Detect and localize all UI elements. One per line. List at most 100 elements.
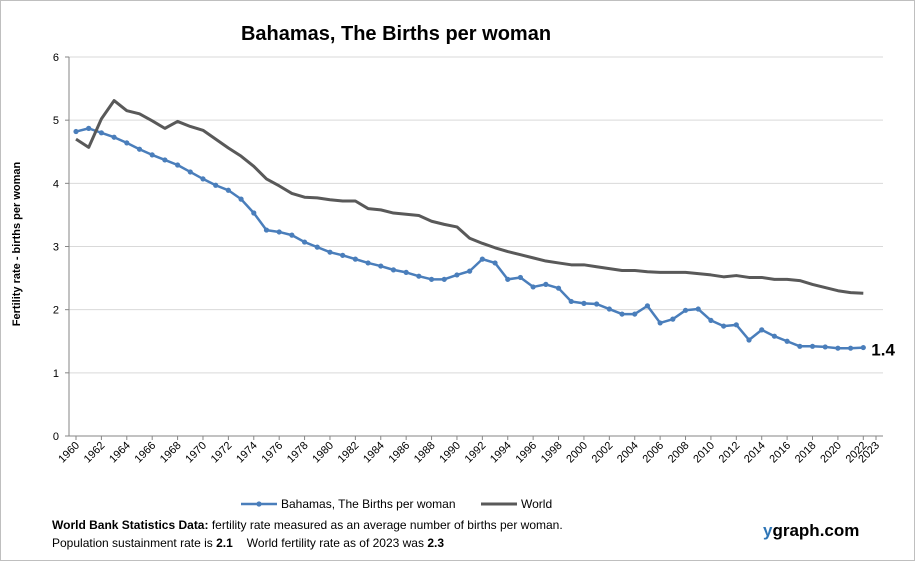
point-marker [327, 249, 333, 255]
x-tick-label: 1998 [539, 440, 565, 466]
brand-rest: graph.com [772, 521, 859, 540]
source-text: fertility rate measured as an average nu… [212, 518, 563, 532]
x-tick-label: 1972 [209, 440, 235, 466]
point-marker [352, 256, 358, 262]
point-marker [238, 196, 244, 202]
point-marker [86, 125, 92, 131]
x-tick-label: 2010 [691, 440, 717, 466]
point-marker [314, 244, 320, 250]
point-marker [530, 284, 536, 290]
point-marker [619, 311, 625, 317]
point-marker [251, 210, 257, 216]
point-marker [162, 157, 168, 163]
point-marker [441, 276, 447, 282]
legend-marker [256, 501, 262, 507]
point-marker [670, 316, 676, 322]
y-tick-label: 0 [53, 431, 59, 443]
point-marker [416, 273, 422, 279]
x-tick-label: 1970 [183, 440, 209, 466]
point-marker [835, 345, 841, 351]
x-tick-label: 2020 [818, 440, 844, 466]
x-tick-label: 2018 [793, 440, 819, 466]
y-axis-label: Fertility rate - births per woman [11, 162, 23, 327]
x-tick-label: 1960 [56, 440, 82, 466]
x-tick-label: 1986 [386, 440, 412, 466]
x-tick-label: 2008 [666, 440, 692, 466]
point-marker [301, 239, 308, 245]
x-tick-label: 2014 [742, 440, 768, 466]
footer-rates: Population sustainment rate is 2.1 World … [52, 536, 444, 550]
point-marker [771, 333, 778, 339]
sustain-value: 2.1 [216, 536, 233, 550]
footer-source: World Bank Statistics Data: fertility ra… [52, 518, 563, 532]
x-tick-label: 2012 [717, 440, 743, 466]
y-tick-label: 4 [53, 178, 59, 190]
end-value-label: 1.4 [871, 341, 895, 360]
x-tick-label: 1990 [437, 440, 463, 466]
point-marker [759, 327, 765, 333]
point-marker [73, 128, 79, 135]
x-tick-label: 1980 [310, 440, 336, 466]
point-marker [505, 276, 511, 282]
point-marker [581, 300, 587, 306]
x-tick-label: 1988 [412, 440, 438, 466]
x-tick-label: 1962 [82, 440, 108, 466]
x-tick-label: 1966 [133, 440, 159, 466]
point-marker [403, 269, 409, 275]
point-marker [200, 176, 206, 182]
legend-label: World [521, 497, 552, 511]
y-tick-label: 2 [53, 305, 59, 317]
x-tick-label: 2000 [564, 440, 590, 466]
point-marker [225, 187, 231, 193]
sustain-text: Population sustainment rate is [52, 536, 213, 550]
x-tick-label: 2004 [615, 440, 641, 466]
point-marker [124, 140, 130, 146]
point-marker [289, 232, 295, 238]
x-tick-label: 1976 [259, 440, 285, 466]
y-tick-label: 3 [53, 242, 59, 254]
point-marker [340, 252, 346, 258]
y-tick-label: 6 [53, 52, 59, 64]
point-marker [543, 281, 549, 287]
x-tick-label: 1996 [513, 440, 539, 466]
point-marker [428, 276, 435, 282]
point-marker [492, 260, 498, 266]
point-marker [454, 272, 460, 278]
point-marker [365, 260, 371, 266]
x-tick-label: 2006 [640, 440, 666, 466]
point-marker [136, 146, 143, 152]
point-marker [111, 134, 117, 140]
point-marker [187, 169, 193, 175]
point-marker [213, 182, 219, 188]
point-marker [555, 285, 562, 291]
point-marker [784, 338, 790, 344]
world-value: 2.3 [427, 536, 444, 550]
point-marker [606, 306, 612, 312]
source-label: World Bank Statistics Data: [52, 518, 208, 532]
point-marker [98, 130, 104, 136]
point-marker [721, 323, 727, 329]
brand: ygraph.com [763, 521, 859, 540]
y-tick-label: 5 [53, 115, 59, 127]
series-line [75, 99, 864, 295]
point-marker [149, 152, 155, 158]
chart-title: Bahamas, The Births per woman [241, 23, 551, 45]
x-tick-label: 1978 [285, 440, 311, 466]
x-tick-label: 1974 [234, 440, 260, 466]
legend-label: Bahamas, The Births per woman [281, 497, 456, 511]
point-marker [174, 162, 181, 168]
point-marker [822, 344, 828, 350]
point-marker [276, 229, 282, 235]
x-tick-label: 1984 [361, 440, 387, 466]
point-marker [632, 311, 638, 317]
x-tick-label: 1992 [463, 440, 489, 466]
point-marker [263, 227, 270, 233]
point-marker [568, 298, 574, 305]
y-tick-label: 1 [53, 368, 59, 380]
point-marker [479, 256, 485, 262]
x-tick-label: 1982 [336, 440, 362, 466]
point-marker [746, 337, 752, 343]
brand-y: y [763, 521, 773, 540]
